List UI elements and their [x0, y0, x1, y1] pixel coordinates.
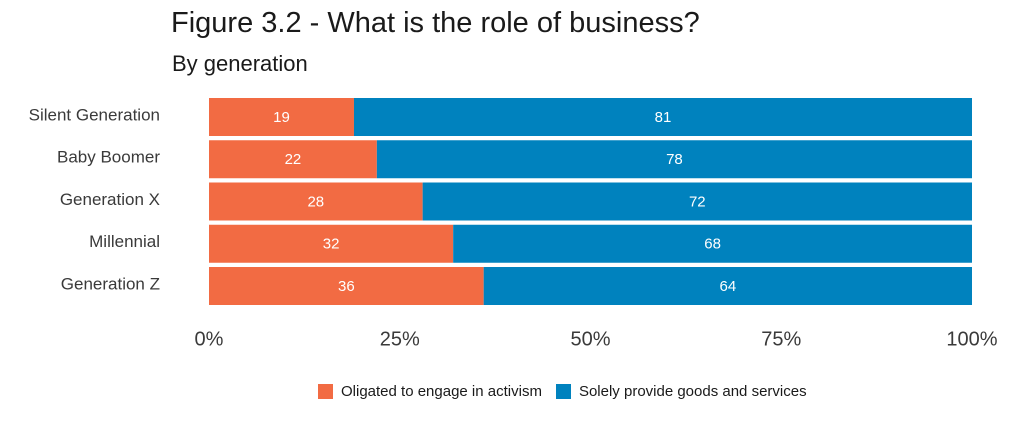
- x-tick-label-1: 25%: [380, 328, 420, 350]
- category-label-silent-generation: Silent Generation: [29, 105, 160, 124]
- bar-label-generation-z-series-0: 36: [338, 278, 355, 295]
- bar-label-baby-boomer-series-0: 22: [285, 151, 302, 168]
- legend-item-activism: Oligated to engage in activism: [318, 383, 542, 400]
- x-tick-label-2: 50%: [570, 328, 610, 350]
- category-label-millennial: Millennial: [89, 232, 160, 251]
- bar-generation-z-series-1: [483, 267, 972, 305]
- bar-label-silent-generation-series-1: 81: [655, 109, 672, 126]
- bar-label-generation-x-series-1: 72: [689, 193, 706, 210]
- legend-label-activism: Oligated to engage in activism: [341, 383, 542, 400]
- legend-item-goods-services: Solely provide goods and services: [555, 383, 807, 400]
- legend-swatch-activism: [318, 384, 333, 399]
- bar-label-generation-z-series-1: 64: [719, 278, 736, 295]
- x-tick-label-4: 100%: [946, 328, 997, 350]
- bar-millennial-series-1: [453, 224, 972, 263]
- category-label-baby-boomer: Baby Boomer: [57, 148, 160, 167]
- bar-silent-generation-series-1: [353, 98, 973, 136]
- bar-label-millennial-series-0: 32: [323, 236, 340, 253]
- category-label-generation-z: Generation Z: [61, 274, 160, 293]
- bar-label-baby-boomer-series-1: 78: [666, 151, 683, 168]
- bar-generation-x-series-1: [422, 182, 972, 221]
- category-label-generation-x: Generation X: [60, 190, 160, 209]
- stacked-bar-chart: Silent Generation 19 81 Baby Boomer 22 78 Gene…: [29, 98, 998, 350]
- bar-baby-boomer-series-0: [209, 140, 377, 179]
- bar-generation-z-series-0: [209, 267, 484, 305]
- bar-label-millennial-series-1: 68: [704, 236, 721, 253]
- legend: Oligated to engage in activism Solely pr…: [318, 383, 807, 400]
- bar-silent-generation-series-0: [209, 98, 354, 136]
- bar-millennial-series-0: [209, 224, 454, 263]
- legend-swatch-goods-services: [555, 384, 571, 399]
- legend-label-goods-services: Solely provide goods and services: [578, 383, 807, 400]
- bar-label-silent-generation-series-0: 19: [273, 109, 290, 126]
- chart-title: Figure 3.2 - What is the role of busines…: [171, 7, 700, 39]
- x-tick-label-0: 0%: [195, 328, 224, 350]
- x-tick-label-3: 75%: [761, 328, 801, 350]
- bar-baby-boomer-series-1: [376, 140, 972, 179]
- bar-generation-x-series-0: [209, 182, 423, 221]
- bar-label-generation-x-series-0: 28: [307, 193, 324, 210]
- chart-subtitle: By generation: [172, 51, 308, 76]
